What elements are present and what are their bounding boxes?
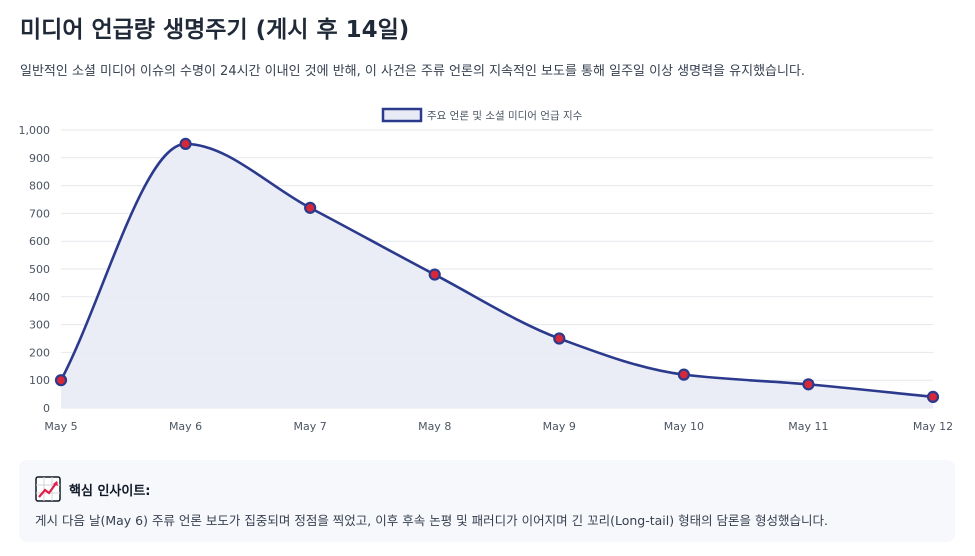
- insight-box: 핵심 인사이트: 게시 다음 날(May 6) 주류 언론 보도가 집중되며 정…: [19, 460, 955, 542]
- insight-title: 핵심 인사이트:: [69, 483, 151, 499]
- x-tick-label: May 9: [543, 420, 576, 433]
- data-point: [926, 390, 940, 403]
- page-title: 미디어 언급량 생명주기 (게시 후 14일): [20, 17, 410, 43]
- x-tick-label: May 8: [418, 420, 451, 433]
- data-point: [677, 368, 690, 381]
- data-point: [54, 374, 68, 387]
- x-tick-label: May 6: [169, 420, 202, 433]
- chart-legend[interactable]: 주요 언론 및 소셜 미디어 언급 지수: [381, 107, 583, 123]
- data-point: [179, 137, 192, 151]
- legend-swatch: [381, 107, 423, 123]
- chart-increasing-icon: [35, 476, 61, 502]
- data-point: [428, 268, 441, 281]
- legend-label: 주요 언론 및 소셜 미디어 언급 지수: [427, 110, 583, 122]
- series-area: [61, 143, 933, 408]
- y-tick-label: 500: [29, 263, 50, 276]
- data-point: [553, 332, 566, 345]
- x-tick-label: May 7: [294, 420, 327, 433]
- x-axis: May 5 May 6 May 7 May 8 May 9 May 10 May 11 May…: [44, 420, 953, 433]
- y-tick-label: 100: [29, 374, 50, 387]
- data-point: [304, 201, 317, 214]
- series-points: [54, 137, 940, 403]
- page-subtitle: 일반적인 소셜 미디어 이슈의 수명이 24시간 이내인 것에 반해, 이 사건…: [20, 64, 806, 79]
- series-line: [59, 142, 934, 399]
- y-tick-label: 1,000: [19, 124, 51, 137]
- x-tick-label: May 11: [788, 420, 828, 433]
- y-tick-label: 400: [29, 291, 50, 304]
- y-tick-label: 200: [29, 346, 50, 359]
- x-tick-label: May 10: [664, 420, 704, 433]
- y-tick-label: 800: [29, 180, 50, 193]
- insight-text: 게시 다음 날(May 6) 주류 언론 보도가 집중되며 정점을 찍었고, 이…: [35, 513, 828, 528]
- y-tick-label: 900: [29, 152, 50, 165]
- y-tick-label: 700: [29, 207, 50, 220]
- y-tick-label: 0: [43, 402, 50, 415]
- x-tick-label: May 5: [44, 420, 77, 433]
- y-tick-label: 600: [29, 235, 50, 248]
- data-point: [802, 378, 815, 391]
- y-tick-label: 300: [29, 319, 50, 332]
- y-axis: 0 100 200 300 400 500 600 700 800 900 1,000: [19, 124, 51, 415]
- mention-area-chart: 주요 언론 및 소셜 미디어 언급 지수 0 100 200 300 400 500 600…: [19, 107, 953, 433]
- x-tick-label: May 12: [913, 420, 953, 433]
